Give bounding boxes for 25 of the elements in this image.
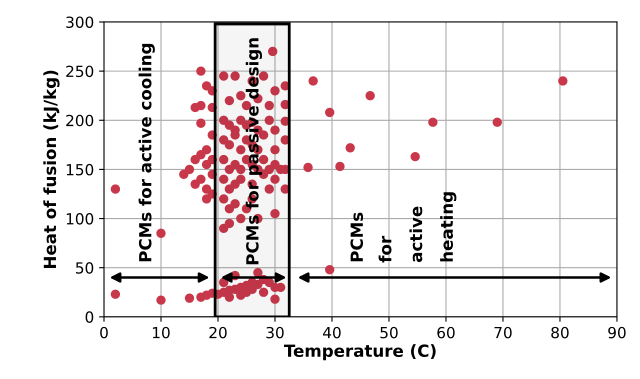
x-tick-label: 60 bbox=[437, 326, 455, 338]
annotation: PCMs bbox=[350, 212, 364, 262]
x-tick-label: 20 bbox=[209, 326, 227, 338]
y-tick-label: 150 bbox=[66, 164, 94, 176]
annotation: PCMs for passive design bbox=[246, 38, 262, 264]
x-axis-title: Temperature (C) bbox=[284, 344, 436, 360]
x-tick-label: 80 bbox=[551, 326, 569, 338]
x-tick-label: 0 bbox=[100, 326, 108, 338]
x-tick-label: 40 bbox=[323, 326, 341, 338]
annotation: heating bbox=[440, 192, 456, 262]
y-tick-label: 300 bbox=[66, 16, 94, 28]
annotation: PCMs for active cooling bbox=[138, 44, 155, 262]
x-tick-label: 30 bbox=[266, 326, 284, 338]
x-tick-label: 70 bbox=[494, 326, 512, 338]
y-tick-label: 0 bbox=[86, 311, 94, 323]
y-tick-label: 200 bbox=[66, 114, 94, 126]
y-tick-label: 50 bbox=[76, 262, 94, 274]
y-tick-label: 250 bbox=[66, 66, 94, 78]
annotation: for bbox=[378, 236, 392, 262]
x-tick-label: 50 bbox=[380, 326, 398, 338]
y-axis-title: Heat of fusion (kJ/kg) bbox=[43, 70, 60, 268]
annotation: active bbox=[409, 206, 422, 262]
y-tick-label: 100 bbox=[66, 213, 94, 225]
x-tick-label: 10 bbox=[152, 326, 170, 338]
x-tick-label: 90 bbox=[608, 326, 626, 338]
